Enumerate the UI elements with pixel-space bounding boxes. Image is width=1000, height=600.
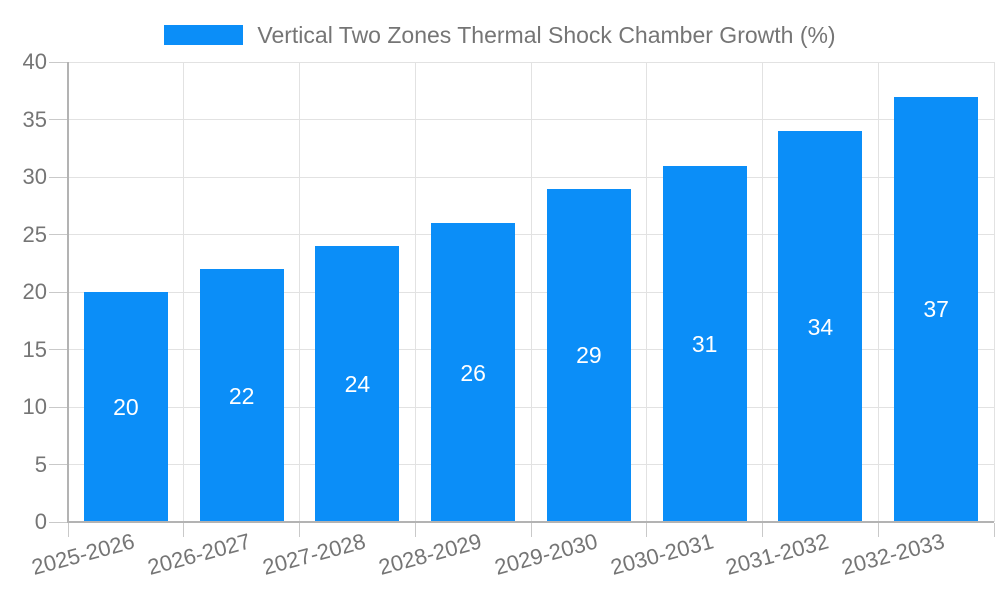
bar [546, 188, 631, 521]
bar [662, 165, 747, 521]
x-axis-tick [762, 523, 763, 537]
bar [315, 246, 400, 521]
x-axis-tick [67, 523, 69, 537]
y-axis-tick [49, 406, 68, 408]
gridline-vertical [993, 62, 995, 522]
y-axis-tick [49, 464, 68, 465]
x-axis-tick [646, 523, 648, 537]
y-axis-tick [49, 291, 68, 293]
y-axis-tick [49, 119, 68, 120]
x-axis-tick [299, 523, 300, 537]
y-axis-label: 5 [34, 451, 47, 477]
y-axis-label: 20 [22, 279, 47, 304]
y-axis-label: 0 [34, 509, 47, 534]
bar-value-label: 24 [344, 371, 371, 397]
bar-value-label: 34 [807, 313, 834, 340]
x-axis-line [68, 521, 994, 523]
x-axis-tick [530, 523, 532, 537]
bar [778, 131, 863, 521]
x-axis-tick [183, 523, 185, 537]
bar-value-label: 26 [460, 359, 486, 386]
y-axis-tick [49, 61, 68, 63]
gridline-vertical [414, 62, 416, 522]
y-axis-tick [49, 521, 68, 523]
bar-value-label: 37 [923, 296, 949, 323]
y-axis-label: 25 [22, 221, 47, 247]
bar-value-label: 20 [113, 394, 139, 420]
gridline-vertical [530, 62, 532, 522]
gridline-vertical [762, 62, 763, 522]
bar-value-label: 31 [691, 330, 718, 357]
legend: Vertical Two Zones Thermal Shock Chamber… [0, 20, 1000, 50]
bar [199, 269, 284, 521]
y-axis-label: 10 [22, 394, 47, 419]
gridline-vertical [877, 62, 879, 522]
gridline-vertical [646, 62, 648, 522]
bar [894, 96, 979, 521]
y-axis-label: 30 [22, 164, 47, 189]
bar [431, 223, 516, 521]
x-axis-tick [414, 523, 416, 537]
chart-title: Vertical Two Zones Thermal Shock Chamber… [257, 21, 836, 48]
x-axis-tick [877, 523, 879, 537]
y-axis-label: 35 [22, 106, 47, 132]
bar-value-label: 22 [228, 382, 255, 409]
gridline-vertical [183, 62, 185, 522]
y-axis-label: 15 [22, 336, 47, 362]
bar [83, 292, 168, 521]
y-axis-tick [49, 349, 68, 350]
y-axis-line [67, 62, 69, 523]
gridline-vertical [299, 62, 300, 522]
legend-swatch [164, 25, 244, 45]
bar-value-label: 29 [576, 342, 602, 369]
y-axis-tick [49, 234, 68, 235]
x-axis-tick [993, 523, 995, 537]
y-axis-label: 40 [22, 49, 47, 74]
y-axis-tick [49, 176, 68, 178]
